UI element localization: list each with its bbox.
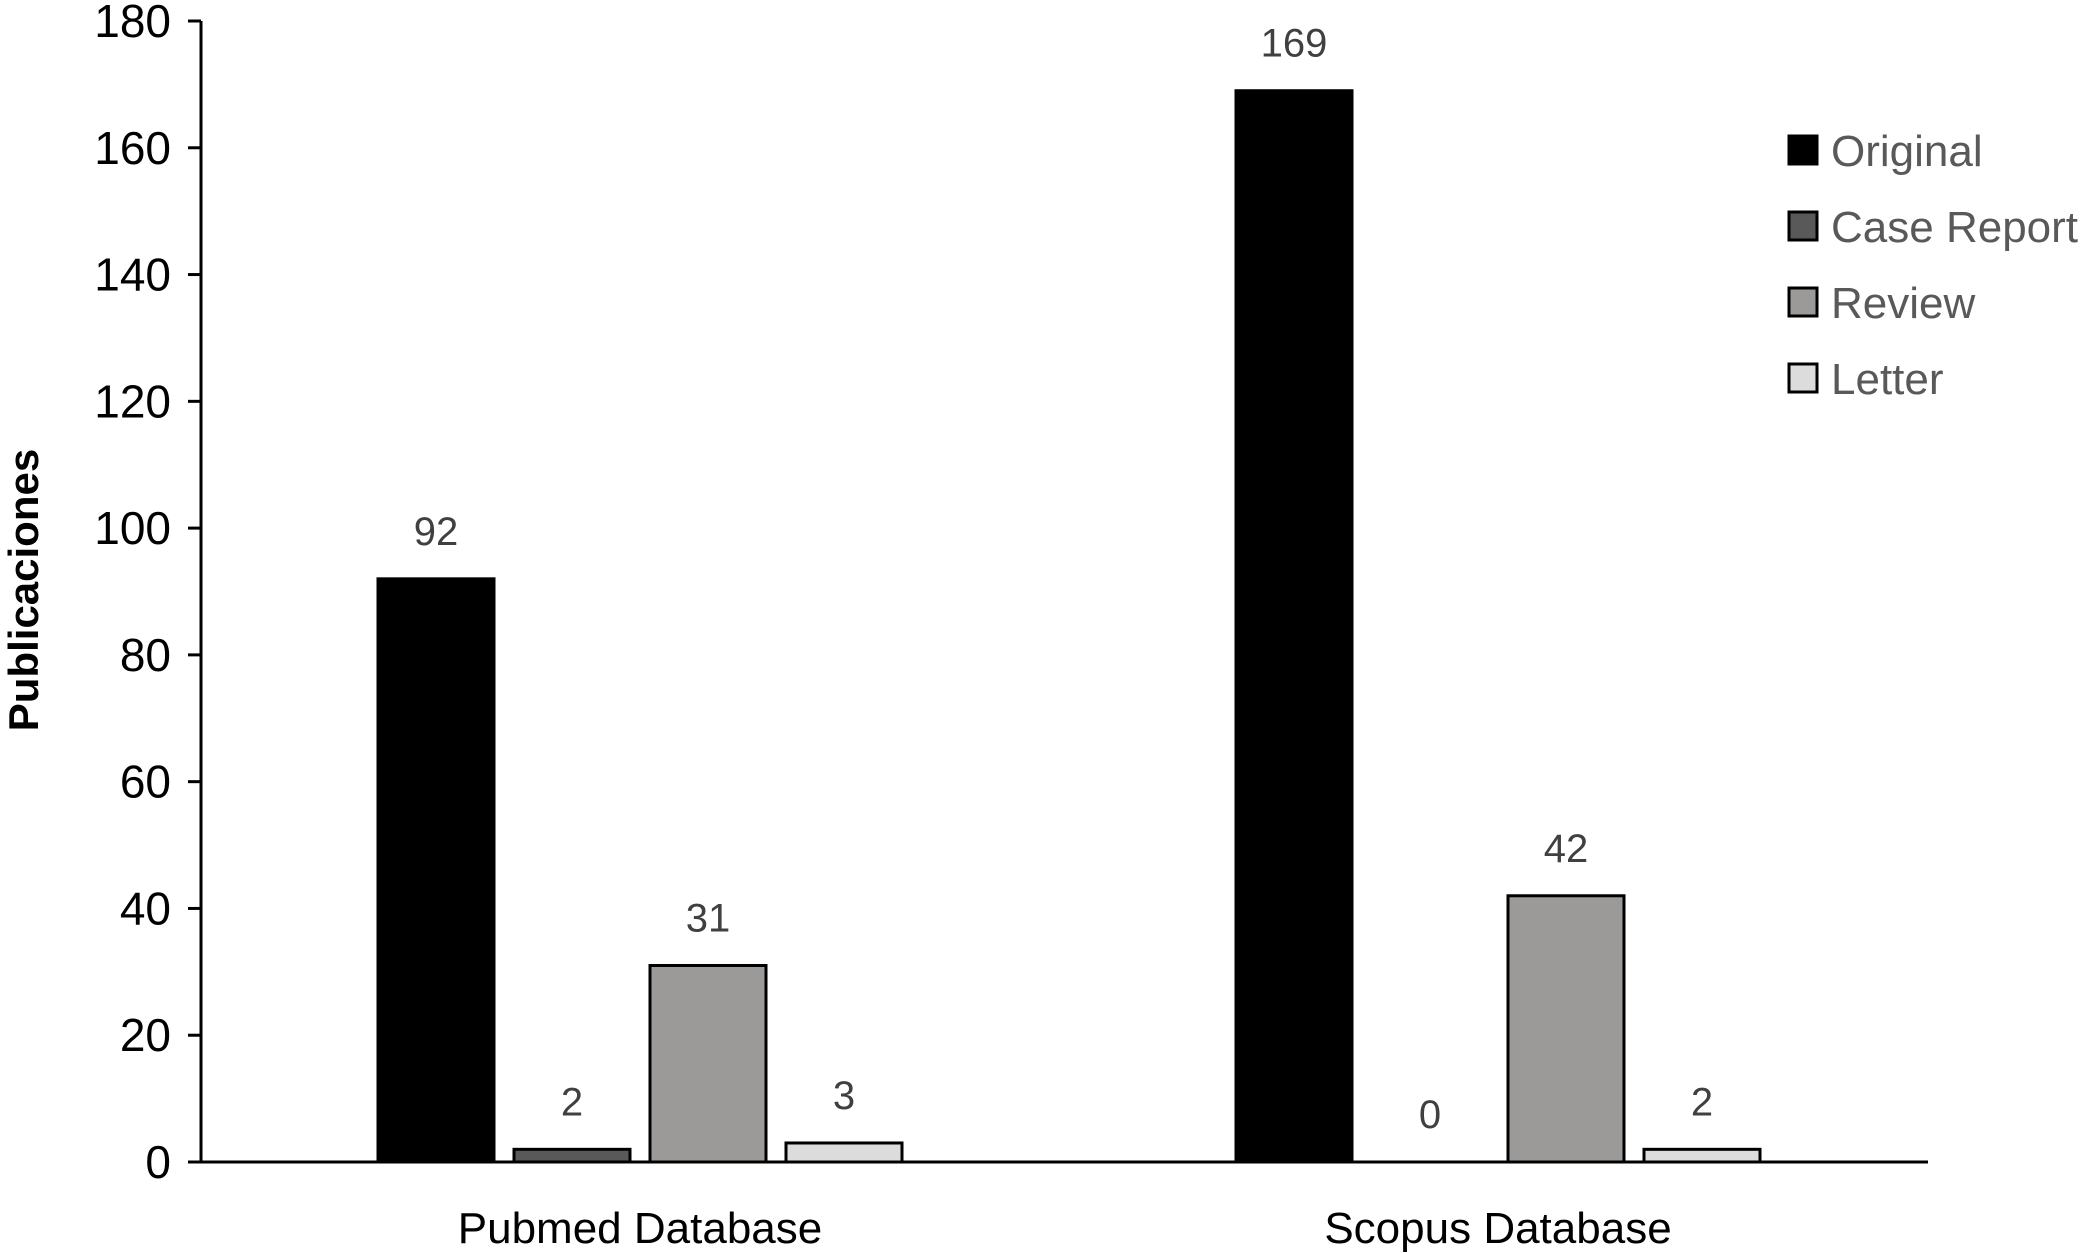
y-tick-label: 40 — [120, 882, 171, 934]
data-labels: 92 2 31 3 169 0 42 2 — [414, 22, 1713, 1137]
bar-review-pubmed-database — [648, 963, 768, 1164]
bar-letter-pubmed-database — [784, 1141, 904, 1164]
bar-review-scopus-database — [1506, 894, 1626, 1164]
legend-label-review: Review — [1831, 279, 1975, 328]
legend-label-case-report: Case Report — [1831, 203, 2078, 252]
y-tick-label: 140 — [94, 249, 171, 301]
y-tick-label: 0 — [145, 1136, 171, 1188]
data-label-original-scopus-database: 169 — [1261, 22, 1328, 66]
y-tick-label: 160 — [94, 122, 171, 174]
legend-swatch-review — [1787, 286, 1819, 318]
bar-original-scopus-database — [1234, 89, 1354, 1164]
data-label-letter-scopus-database: 2 — [1691, 1080, 1713, 1124]
bar-case-report-pubmed-database — [512, 1147, 632, 1164]
legend-swatch-original — [1787, 134, 1819, 166]
y-tick-label: 60 — [120, 756, 171, 808]
legend-swatch-letter — [1787, 362, 1819, 394]
y-tick-label: 100 — [94, 502, 171, 554]
y-tick-label: 80 — [120, 629, 171, 681]
bar-original-pubmed-database — [376, 577, 496, 1164]
legend: Original Case Report Review Letter — [1787, 127, 2078, 404]
legend-label-original: Original — [1831, 127, 1983, 176]
data-label-case-report-scopus-database: 0 — [1419, 1093, 1441, 1137]
category-label: Scopus Database — [1324, 1204, 1671, 1253]
data-label-original-pubmed-database: 92 — [414, 510, 459, 554]
data-label-review-pubmed-database: 31 — [686, 896, 731, 940]
data-label-letter-pubmed-database: 3 — [833, 1074, 855, 1118]
legend-swatch-case-report — [1787, 210, 1819, 242]
data-label-case-report-pubmed-database: 2 — [561, 1080, 583, 1124]
y-tick-label: 120 — [94, 375, 171, 427]
bars — [376, 89, 1762, 1164]
y-axis-title: Publicaciones — [0, 449, 47, 731]
category-label: Pubmed Database — [458, 1204, 822, 1253]
y-tick-label: 180 — [94, 0, 171, 47]
bar-letter-scopus-database — [1642, 1147, 1762, 1164]
y-axis-ticks: 0 20 40 60 80 100 120 140 160 180 — [94, 0, 201, 1188]
legend-label-letter: Letter — [1831, 355, 1944, 404]
x-axis-labels: Pubmed Database Scopus Database — [458, 1204, 1672, 1253]
y-tick-label: 20 — [120, 1009, 171, 1061]
data-label-review-scopus-database: 42 — [1544, 827, 1589, 871]
